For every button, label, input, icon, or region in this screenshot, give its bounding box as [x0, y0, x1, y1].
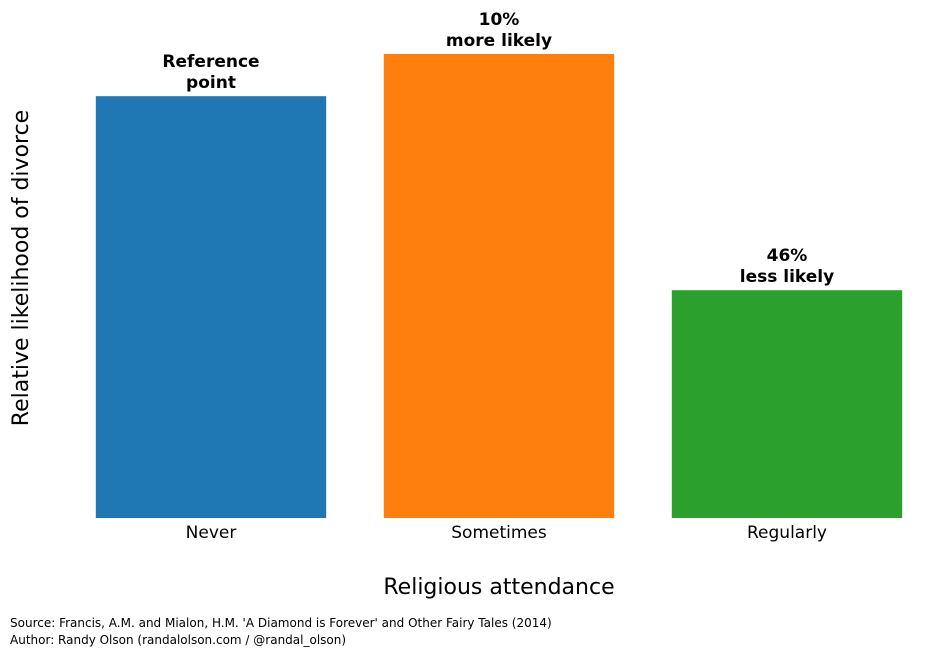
bar-regularly: [671, 290, 903, 518]
x-axis-label: Religious attendance: [383, 575, 614, 600]
bar-never: [95, 96, 327, 518]
bar-annotation-never: point: [186, 73, 236, 93]
source-note: Source: Francis, A.M. and Mialon, H.M. '…: [10, 616, 552, 630]
bar-annotation-regularly: 46%: [767, 246, 808, 266]
x-tick-never: Never: [186, 523, 237, 543]
bars-group: [95, 54, 903, 518]
x-tick-regularly: Regularly: [747, 523, 827, 543]
author-note: Author: Randy Olson (randalolson.com / @…: [10, 633, 347, 647]
bar-annotation-never: Reference: [162, 52, 259, 72]
bar-annotation-regularly: less likely: [740, 267, 834, 287]
bar-annotation-sometimes: 10%: [479, 10, 520, 30]
bar-annotation-sometimes: more likely: [446, 31, 552, 51]
bar-sometimes: [383, 54, 615, 518]
x-tick-sometimes: Sometimes: [451, 523, 547, 543]
x-tick-labels: Never Sometimes Regularly: [186, 523, 827, 543]
y-axis-label: Relative likelihood of divorce: [9, 110, 34, 426]
